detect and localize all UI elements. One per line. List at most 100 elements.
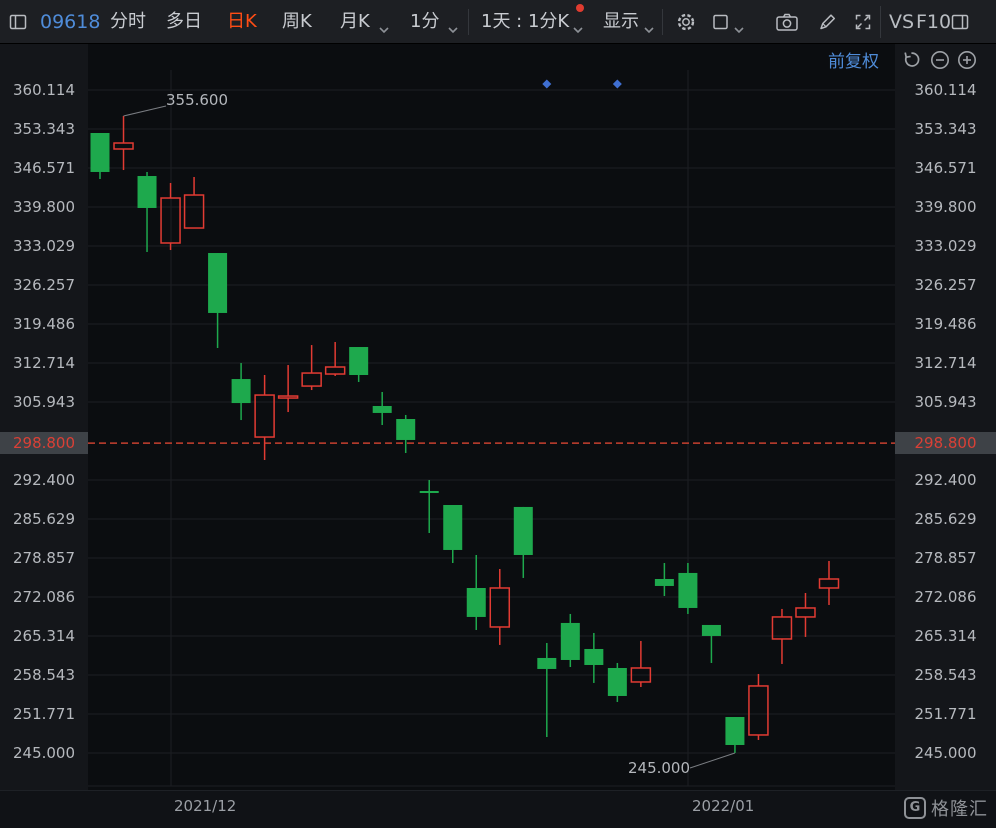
y-axis-label: 258.543 <box>12 665 76 684</box>
event-marker-diamond <box>612 79 622 89</box>
candle-body-down <box>443 504 463 550</box>
candle-body-down <box>701 624 721 636</box>
candle-body-down <box>208 253 228 313</box>
y-axis-label: 285.629 <box>914 509 977 528</box>
y-axis-label: 346.571 <box>914 159 977 177</box>
y-axis-label: 245.000 <box>12 744 76 762</box>
candle-body-up <box>818 578 840 589</box>
y-axis-label: 265.314 <box>914 627 977 645</box>
chevron-down-icon[interactable] <box>447 19 459 38</box>
f10-info-button[interactable]: F10 <box>916 11 952 33</box>
y-axis-label: 360.114 <box>12 81 76 99</box>
candle-body-down <box>584 648 604 665</box>
y-axis-label: 305.943 <box>914 392 977 411</box>
candle-body-down <box>513 506 533 555</box>
annotation-line <box>123 105 167 117</box>
chevron-down-icon[interactable] <box>572 19 584 38</box>
tab-weekly-k[interactable]: 周K <box>282 11 312 32</box>
tab-daily-k[interactable]: 日K <box>227 11 257 32</box>
candle-body-down <box>231 379 251 404</box>
candle-body-up <box>489 587 511 628</box>
y-axis-label: 305.943 <box>12 392 76 411</box>
y-axis-label: 272.086 <box>914 587 977 606</box>
watermark: G 格隆汇 <box>904 795 988 821</box>
chevron-down-icon[interactable] <box>733 19 745 38</box>
candle-body-down <box>725 717 745 745</box>
y-axis-label: 353.343 <box>914 119 977 138</box>
reset-undo-icon[interactable] <box>901 49 923 71</box>
y-axis-label: 319.486 <box>12 314 76 333</box>
watermark-text: 格隆汇 <box>931 799 988 820</box>
candle-body-up <box>183 194 205 229</box>
zoom-in-icon[interactable] <box>956 49 978 71</box>
tab-intraday[interactable]: 分时 <box>110 11 146 32</box>
candle-body-down <box>560 622 580 660</box>
y-axis-label: 333.029 <box>914 236 977 255</box>
candle-body-down <box>678 572 698 608</box>
y-axis-label: 326.257 <box>12 275 76 294</box>
y-axis-label: 339.800 <box>12 197 76 216</box>
pencil-draw-icon[interactable] <box>818 12 840 32</box>
candle-body-down <box>372 405 392 413</box>
candle-body-up <box>113 142 134 150</box>
candle-body-up <box>254 394 275 438</box>
candle-body-up <box>748 685 769 736</box>
chevron-down-icon[interactable] <box>643 19 655 38</box>
y-axis-label: 251.771 <box>12 705 76 723</box>
candle-body-down <box>654 579 674 586</box>
y-axis-label: 346.571 <box>12 159 76 177</box>
zoom-out-icon[interactable] <box>929 49 951 71</box>
panel-layout-icon[interactable] <box>8 12 30 32</box>
candle-body-up <box>277 395 299 399</box>
candle-body-down <box>607 667 627 696</box>
tab-multiday[interactable]: 多日 <box>166 11 202 32</box>
panel-right-icon[interactable] <box>950 12 972 32</box>
event-marker-diamond <box>542 79 552 89</box>
candle-body-down <box>419 490 439 494</box>
vs-compare-button[interactable]: VS <box>889 11 915 33</box>
candle-body-down <box>396 419 416 440</box>
y-axis-label: 333.029 <box>12 236 76 255</box>
y-axis-label: 360.114 <box>914 81 977 99</box>
candle-body-down <box>137 176 157 208</box>
stock-code[interactable]: 09618 <box>40 11 101 33</box>
y-axis-label: 245.000 <box>914 744 977 762</box>
dropdown-monthly-k[interactable]: 月K <box>340 11 370 32</box>
camera-screenshot-icon[interactable] <box>776 12 798 32</box>
layout-grid-icon[interactable] <box>712 12 734 32</box>
candle-body-up <box>795 607 816 618</box>
y-axis-label: 278.857 <box>914 549 977 567</box>
annotation-line <box>689 752 736 769</box>
y-axis-label: 292.400 <box>12 470 76 489</box>
y-axis-label: 278.857 <box>12 549 76 567</box>
y-axis-label: 319.486 <box>914 314 977 333</box>
chevron-down-icon[interactable] <box>378 19 390 38</box>
y-axis-left: 360.114 353.343 346.571 339.800 333.029 326.2… <box>0 44 88 790</box>
y-axis-label: 265.314 <box>12 627 76 645</box>
y-axis-label: 339.800 <box>914 197 977 216</box>
y-axis-label: 326.257 <box>914 275 977 294</box>
candle-body-down <box>90 132 110 172</box>
y-axis-label: 312.714 <box>914 354 977 372</box>
y-axis-label: 258.543 <box>914 665 977 684</box>
toolbar-divider <box>880 6 881 38</box>
y-axis-price-highlight: 298.800 <box>895 432 996 455</box>
y-axis-label: 285.629 <box>12 509 76 528</box>
dropdown-1min[interactable]: 1分 <box>410 11 440 32</box>
candle-body-up <box>324 366 346 375</box>
fullscreen-expand-icon[interactable] <box>853 12 875 32</box>
settings-gear-icon[interactable] <box>676 12 698 32</box>
y-axis-right: 360.114 353.343 346.571 339.800 333.029 326.2… <box>895 44 996 790</box>
dropdown-display[interactable]: 显示 <box>603 11 639 32</box>
candle-body-down <box>537 657 557 669</box>
alert-dot <box>576 4 584 12</box>
y-axis-price-highlight: 298.800 <box>0 432 88 455</box>
dropdown-1day-1mink[interactable]: 1天 : 1分K <box>481 11 570 32</box>
price-annotation: 245.000 <box>627 759 691 777</box>
toolbar-divider <box>662 9 663 35</box>
price-annotation: 355.600 <box>165 91 229 109</box>
x-axis-label-dec: 2021/12 <box>174 797 237 815</box>
top-toolbar: 09618 分时 多日 日K 周K 月K 1分 1天 : 1分K 显示 VS F… <box>0 0 996 44</box>
price-adjustment-toggle[interactable]: 前复权 <box>828 52 879 72</box>
candlestick-chart[interactable]: 360.114 353.343 346.571 339.800 333.029 326.2… <box>0 44 996 790</box>
